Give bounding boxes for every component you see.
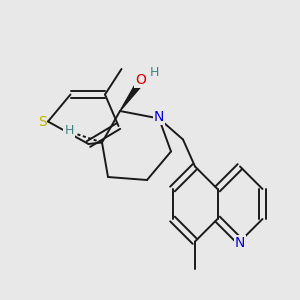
Polygon shape [120,84,140,111]
Text: S: S [38,115,46,128]
Text: H: H [150,65,159,79]
Text: N: N [235,236,245,250]
Text: H: H [64,124,74,137]
Text: O: O [136,73,146,86]
Text: N: N [154,110,164,124]
